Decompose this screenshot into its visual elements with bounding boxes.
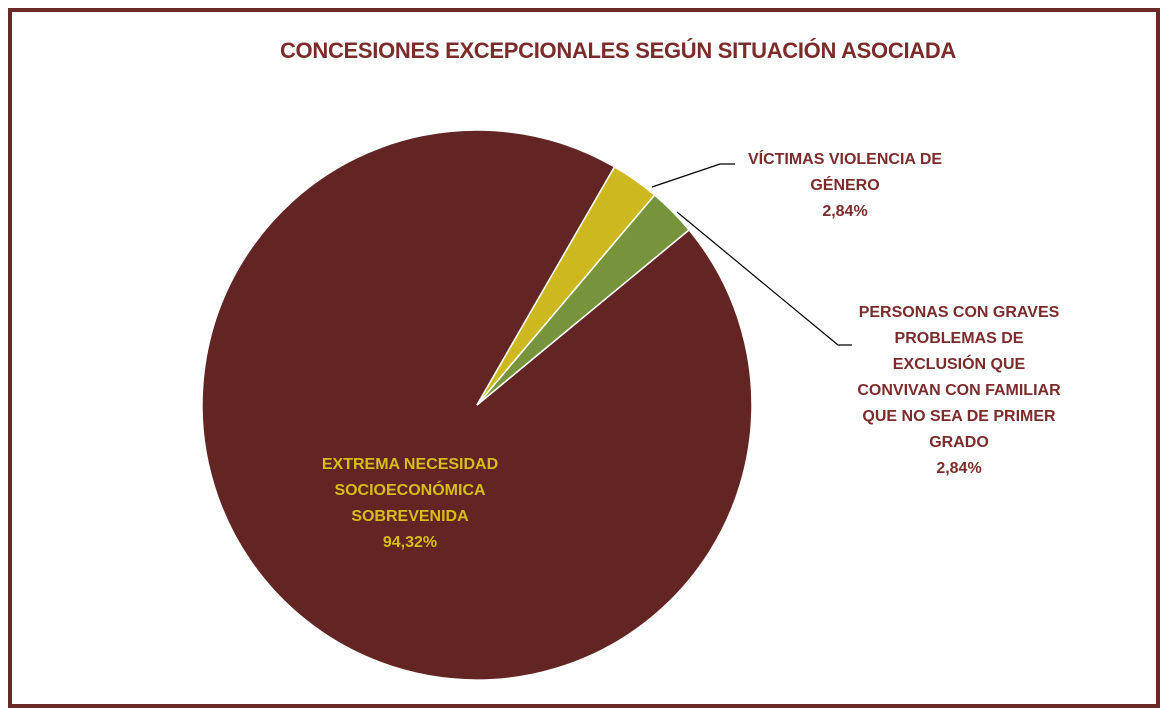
slice-value: 2,84% xyxy=(936,460,982,477)
slice-name: PERSONAS CON GRAVES PROBLEMAS DE EXCLUSI… xyxy=(857,304,1061,451)
slice-label: EXTREMA NECESIDAD SOCIOECONÓMICA SOBREVE… xyxy=(290,452,530,556)
slice-label: PERSONAS CON GRAVES PROBLEMAS DE EXCLUSI… xyxy=(852,300,1066,482)
leader-line xyxy=(676,211,852,346)
slice-value: 94,32% xyxy=(382,534,438,551)
chart-title: CONCESIONES EXCEPCIONALES SEGÚN SITUACIÓ… xyxy=(279,38,957,63)
slice-label: VÍCTIMAS VIOLENCIA DE GÉNERO 2,84% xyxy=(730,147,960,225)
leader-line xyxy=(651,163,735,188)
slice-value: 2,84% xyxy=(822,203,868,220)
pie-slice xyxy=(476,165,656,406)
pie-chart xyxy=(201,129,852,681)
page: {"chart_data": {"type": "pie", "title": … xyxy=(8,8,1160,708)
slice-name: EXTREMA NECESIDAD SOCIOECONÓMICA SOBREVE… xyxy=(321,456,499,525)
slice-name: VÍCTIMAS VIOLENCIA DE GÉNERO xyxy=(747,151,943,194)
